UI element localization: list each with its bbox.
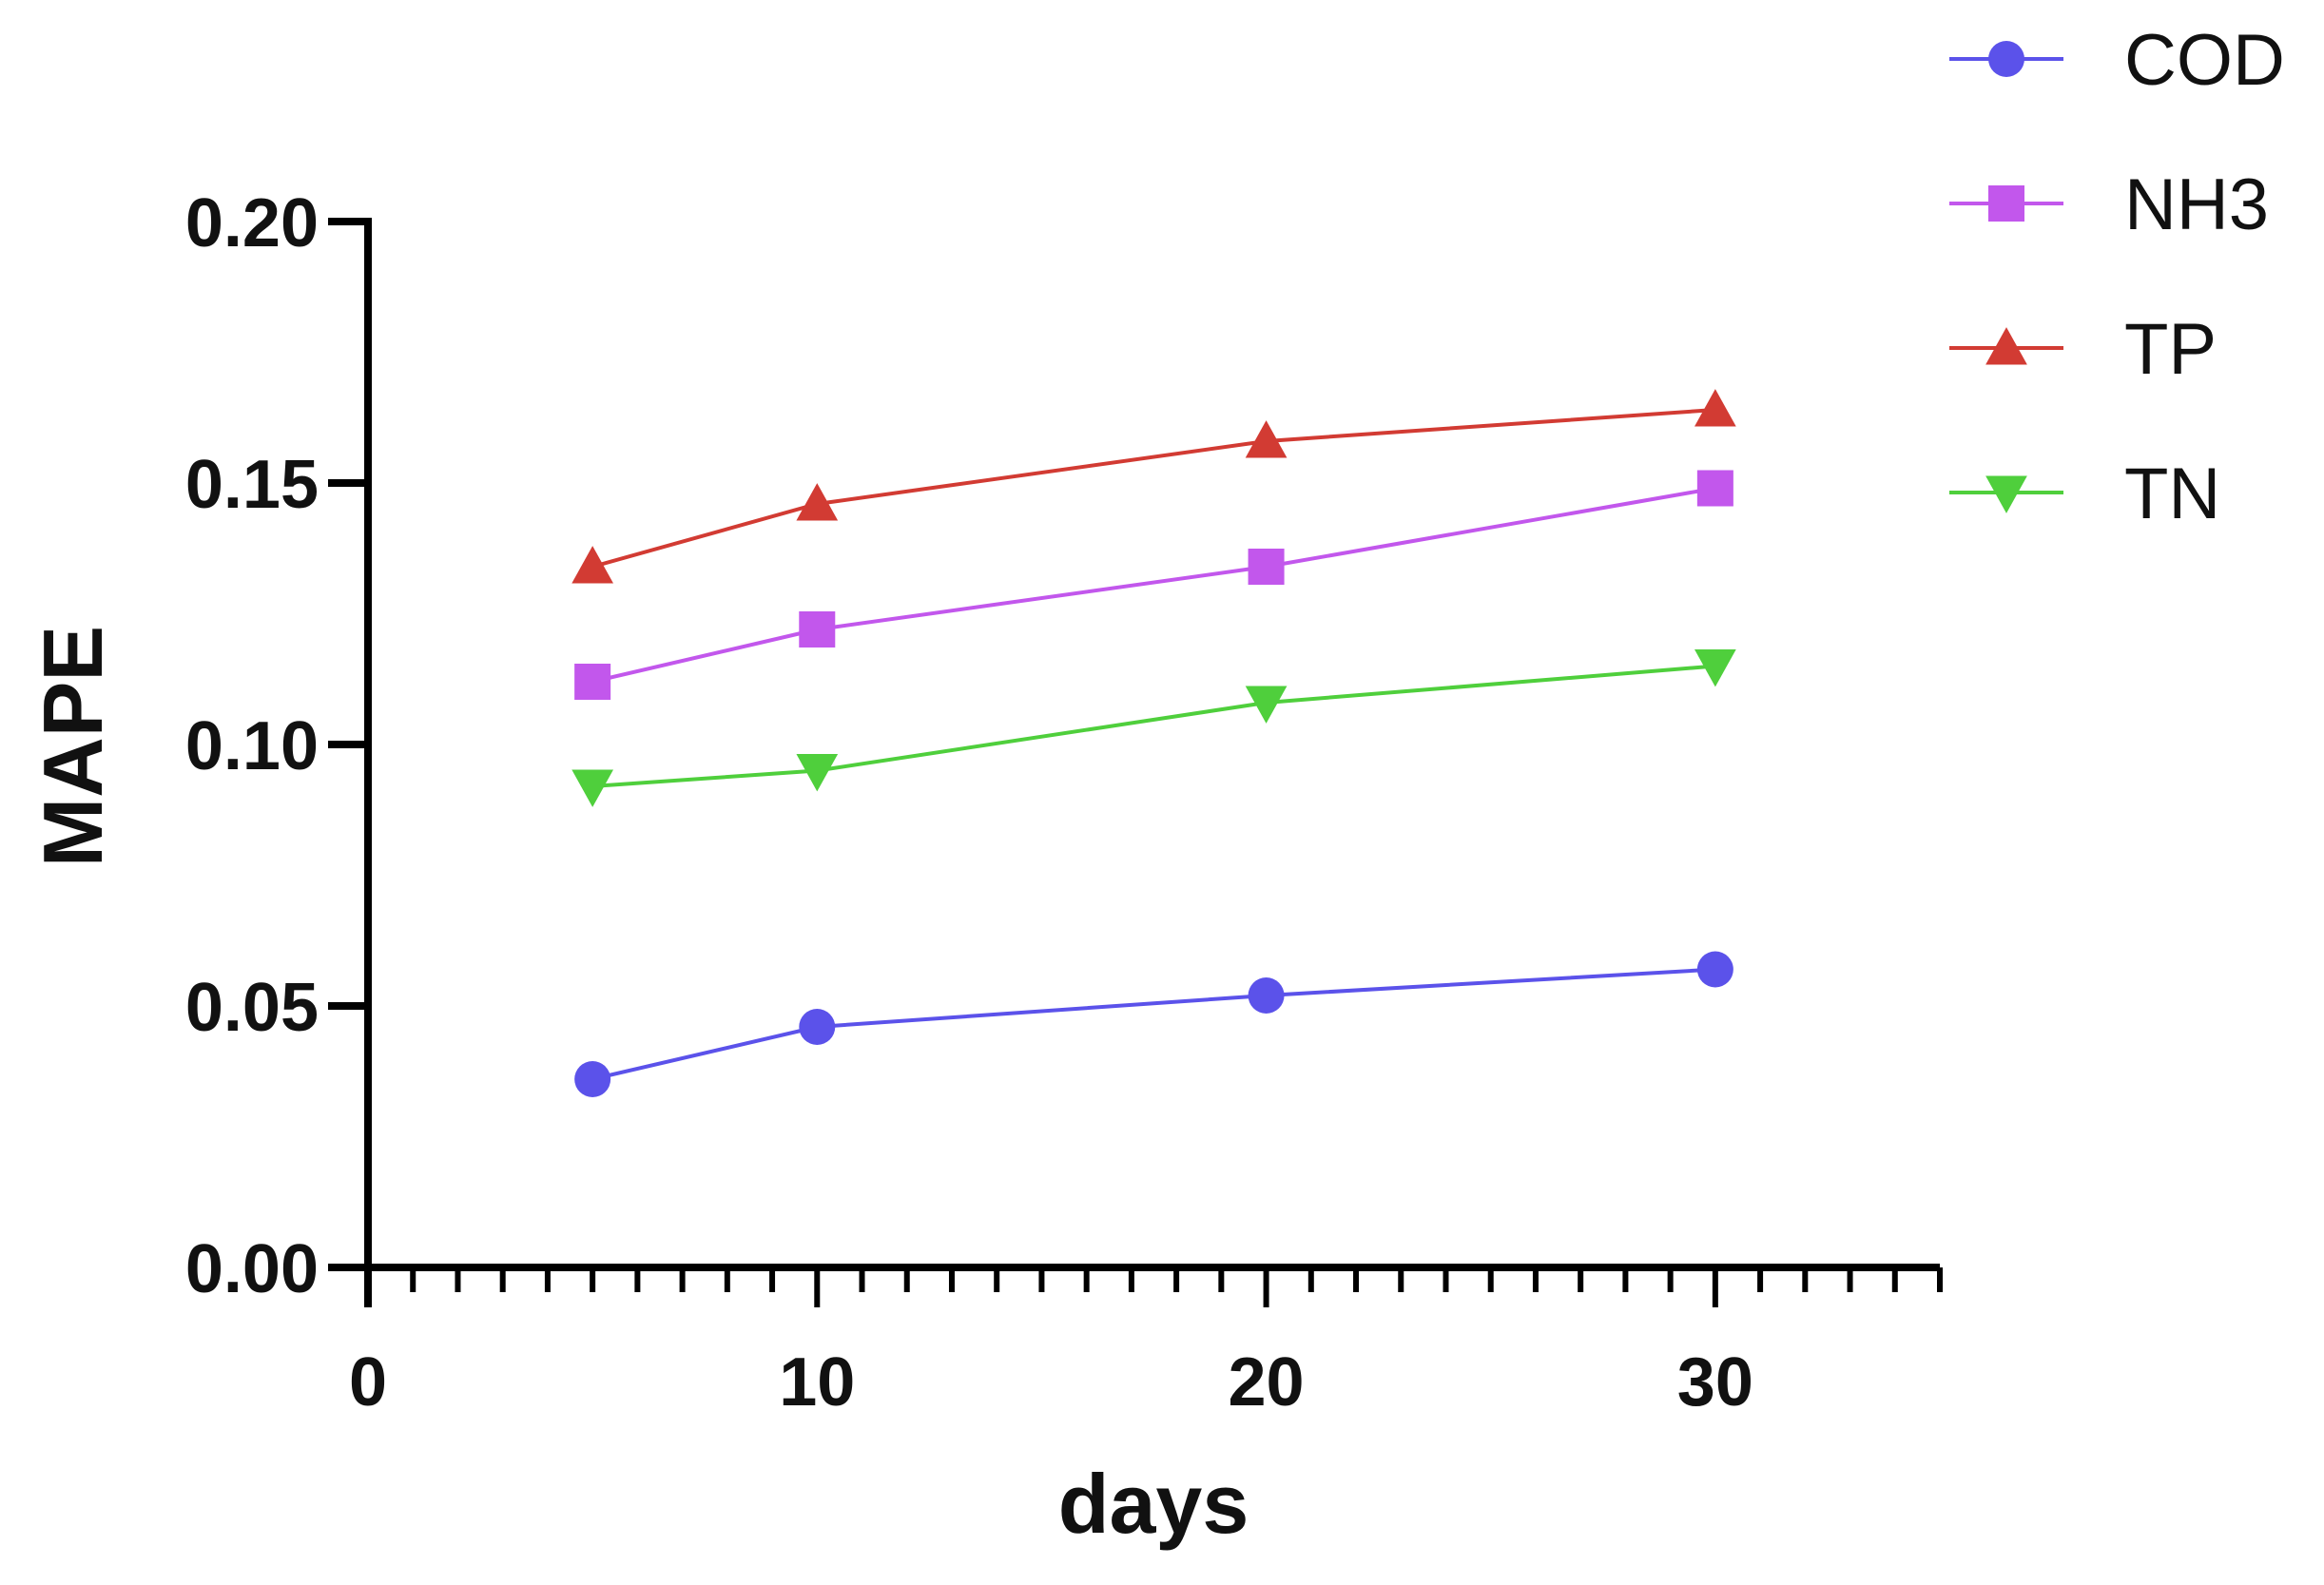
series-nh3 (574, 470, 1733, 700)
axes: 0.00 0.05 0.10 0.15 0.20 0 10 20 30 (185, 185, 1943, 1421)
x-tick-label: 0 (349, 1344, 387, 1421)
legend-item-nh3: NH3 (1949, 164, 2269, 245)
y-tick-label: 0.10 (185, 708, 319, 784)
data-point-tn (1245, 686, 1288, 724)
legend-marker-tn (1985, 475, 2027, 513)
y-tick-label: 0.05 (185, 970, 319, 1046)
y-tick-label: 0.20 (185, 185, 319, 261)
data-point-tp (796, 483, 839, 521)
legend-marker-nh3 (1988, 185, 2024, 222)
legend-item-tp: TP (1949, 309, 2217, 390)
x-tick-label: 30 (1677, 1344, 1753, 1421)
y-axis-title: MAPE (26, 626, 120, 867)
legend-item-cod: COD (1949, 20, 2285, 101)
y-tick-label: 0.00 (185, 1231, 319, 1307)
data-point-cod (1248, 977, 1285, 1014)
data-point-tp (571, 546, 613, 584)
data-point-tn (571, 769, 613, 807)
x-axis-title: days (1058, 1457, 1249, 1551)
legend: COD NH3 TP TN (1949, 20, 2285, 534)
data-point-nh3 (1248, 549, 1285, 585)
legend-item-tn: TN (1949, 454, 2220, 534)
series-line-nh3 (591, 486, 1716, 684)
data-point-tn (1695, 649, 1736, 687)
data-point-tp (1695, 389, 1736, 427)
y-tick-label: 0.15 (185, 447, 319, 523)
series-line-cod (591, 967, 1715, 1081)
series-line-tp (591, 408, 1715, 569)
series-line-tn (592, 664, 1716, 788)
data-point-nh3 (799, 611, 836, 648)
x-tick-label: 10 (779, 1344, 855, 1421)
legend-label-cod: COD (2124, 20, 2285, 101)
data-point-nh3 (574, 664, 611, 700)
series-tn (571, 649, 1736, 807)
series-cod (574, 951, 1733, 1097)
legend-marker-tp (1985, 327, 2027, 365)
data-point-cod (574, 1061, 611, 1097)
data-point-cod (1696, 951, 1733, 988)
series-tp (571, 389, 1736, 584)
legend-marker-cod (1988, 41, 2024, 77)
data-point-tp (1245, 420, 1288, 458)
legend-label-tn: TN (2124, 454, 2220, 534)
data-point-cod (799, 1009, 836, 1045)
series-layer (571, 389, 1736, 1097)
legend-label-nh3: NH3 (2124, 164, 2269, 245)
data-point-tn (796, 754, 839, 792)
x-tick-label: 20 (1229, 1344, 1305, 1421)
data-point-nh3 (1696, 470, 1733, 507)
legend-label-tp: TP (2124, 309, 2217, 390)
